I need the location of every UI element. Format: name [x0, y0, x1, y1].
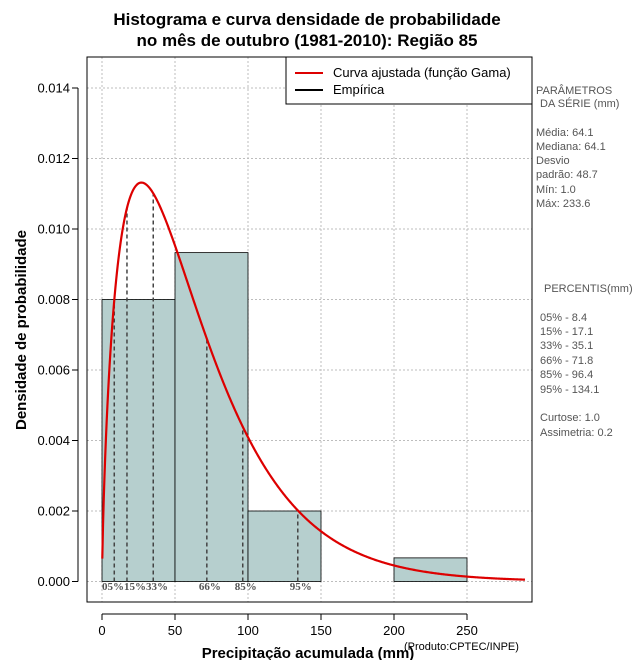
legend-box — [285, 56, 533, 105]
percentil-05: 05% - 8.4 — [540, 312, 587, 324]
percentile-labels: 05%15%33% 66% 85% 95% — [102, 581, 312, 593]
stat-mediana: Mediana: 64.1 — [536, 141, 606, 153]
params-title-2: DA SÉRIE (mm) — [540, 97, 619, 110]
histogram-bar — [174, 252, 249, 582]
percentil-85: 85% - 96.4 — [540, 369, 593, 381]
percentis-title: PERCENTIS(mm) — [544, 283, 633, 295]
stat-media: Média: 64.1 — [536, 127, 593, 139]
legend: Curva ajustada (função Gama) Empírica — [285, 56, 533, 105]
stat-max: Máx: 233.6 — [536, 198, 590, 210]
stat-desvio: Desvio — [536, 155, 570, 167]
y-tick-label: 0.010 — [37, 222, 70, 237]
stat-assimetria: Assimetria: 0.2 — [540, 427, 613, 439]
legend-label-fitted: Curva ajustada (função Gama) — [333, 65, 511, 80]
x-axis: 0 50 100 150 200 250 — [98, 613, 478, 638]
y-tick-label: 0.014 — [37, 81, 70, 96]
y-tick-label: 0.012 — [37, 151, 70, 166]
stat-curtose: Curtose: 1.0 — [540, 412, 600, 424]
percentile-lines — [113, 193, 299, 582]
y-tick-label: 0.008 — [37, 292, 70, 307]
percentile-axis-label: 66% — [199, 581, 221, 593]
product-credit: (Produto:CPTEC/INPE) — [404, 641, 519, 653]
percentil-15: 15% - 17.1 — [540, 326, 593, 338]
percentil-33: 33% - 35.1 — [540, 340, 593, 352]
percentil-66: 66% - 71.8 — [540, 355, 593, 367]
chart-title-line-2: no mês de outubro (1981-2010): Região 85 — [136, 31, 477, 50]
histogram-bars — [101, 252, 468, 582]
percentile-axis-label: 85% — [235, 581, 257, 593]
fitted-curve-layer — [101, 181, 525, 581]
y-tick-label: 0.004 — [37, 433, 70, 448]
chart-title-line-1: Histograma e curva densidade de probabil… — [113, 10, 500, 29]
histogram-bar — [247, 510, 322, 582]
x-tick-label: 150 — [310, 623, 332, 638]
histogram-bar — [393, 557, 468, 582]
legend-label-empirical: Empírica — [333, 82, 385, 97]
stat-min: Mín: 1.0 — [536, 184, 576, 196]
y-tick-label: 0.002 — [37, 504, 70, 519]
y-axis-label: Densidade de probabilidade — [13, 230, 30, 430]
y-tick-label: 0.006 — [37, 363, 70, 378]
y-axis: 0.000 0.002 0.004 0.006 0.008 0.010 0.012 0.014 — [37, 81, 79, 589]
stat-padrao: padrão: 48.7 — [536, 169, 598, 181]
percentile-axis-text: 05%15%33% — [102, 581, 168, 593]
x-tick-label: 100 — [237, 623, 259, 638]
x-tick-label: 50 — [168, 623, 182, 638]
y-tick-label: 0.000 — [37, 574, 70, 589]
side-panel: PARÂMETROS DA SÉRIE (mm) Média: 64.1 Med… — [536, 84, 633, 439]
x-tick-label: 200 — [383, 623, 405, 638]
percentil-95: 95% - 134.1 — [540, 384, 599, 396]
x-tick-label: 250 — [456, 623, 478, 638]
fitted-gamma-curve — [101, 181, 525, 581]
histogram-bar — [101, 299, 176, 582]
x-tick-label: 0 — [98, 623, 105, 638]
params-title-1: PARÂMETROS — [536, 84, 612, 97]
x-axis-label: Precipitação acumulada (mm) — [202, 645, 415, 660]
percentile-axis-label: 95% — [290, 581, 312, 593]
